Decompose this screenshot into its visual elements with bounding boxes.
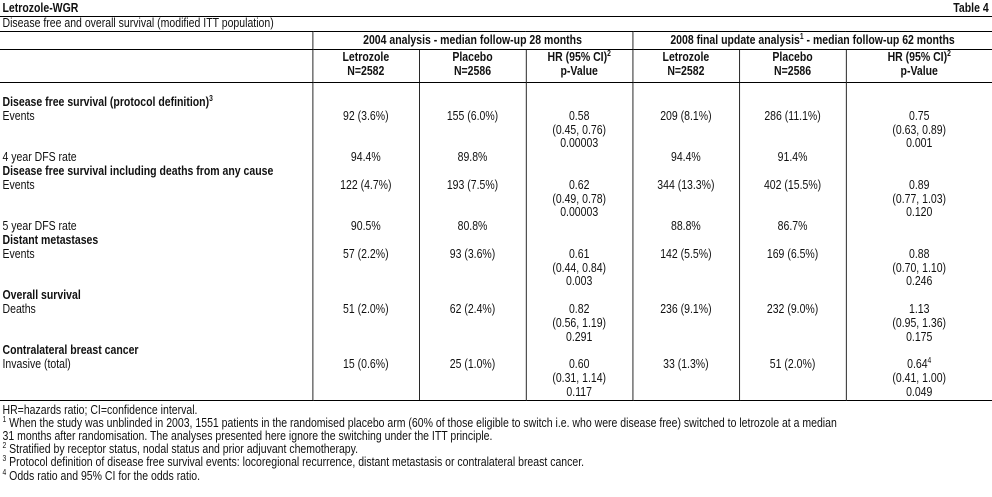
- col-placebo-2004: Placebo N=2586: [418, 49, 526, 83]
- document-title: Letrozole-WGR: [2, 1, 79, 15]
- section-dfs: Disease free survival (protocol definiti…: [0, 94, 992, 110]
- table-label: Table 4: [953, 1, 989, 15]
- table-row: Events 57 (2.2%) 93 (3.6%) 0.61 (0.44, 0.…: [0, 247, 992, 290]
- group-2004-header: 2004 analysis - median follow-up 28 mont…: [312, 31, 633, 50]
- table-row: Events 122 (4.7%) 193 (7.5%) 0.62 (0.49, …: [0, 178, 992, 221]
- table-row: 4 year DFS rate 94.4% 89.8% 94.4% 91.4%: [0, 150, 992, 165]
- col-letrozole-2008: Letrozole N=2582: [632, 49, 740, 83]
- col-hr-2004: HR (95% CI)2 p-Value: [525, 49, 633, 83]
- survival-table: 2004 analysis - median follow-up 28 mont…: [0, 31, 992, 401]
- table-row: Invasive (total) 15 (0.6%) 25 (1.0%) 0.6…: [0, 356, 992, 401]
- section-contralateral-breast-cancer: Contralateral breast cancer: [0, 344, 992, 359]
- footnotes: HR=hazards ratio; CI=confidence interval…: [0, 401, 992, 483]
- group-header-row: 2004 analysis - median follow-up 28 mont…: [0, 31, 992, 50]
- table-header: Letrozole-WGR Table 4: [0, 0, 992, 16]
- table-row: Events 92 (3.6%) 155 (6.0%) 0.58 (0.45, 0…: [0, 109, 992, 152]
- footnote-abbreviations: HR=hazards ratio; CI=confidence interval…: [2, 402, 198, 417]
- table-row: Deaths 51 (2.0%) 62 (2.4%) 0.82 (0.56, 1.…: [0, 302, 992, 345]
- column-header-row: Letrozole N=2582 Placebo N=2586 HR (95% CI…: [0, 49, 992, 83]
- footnote-1: 1 When the study was unblinded in 2003, …: [2, 414, 837, 430]
- footnote-4: 4 Odds ratio and 95% CI for the odds rat…: [2, 467, 201, 483]
- table-subtitle: Disease free and overall survival (modif…: [0, 16, 992, 31]
- footnote-1-continued: 31 months after randomisation. The analy…: [2, 428, 493, 443]
- section-distant-metastases: Distant metastases: [0, 233, 992, 248]
- table-row: 5 year DFS rate 90.5% 80.8% 88.8% 86.7%: [0, 219, 992, 234]
- table-document: Letrozole-WGR Table 4 Disease free and o…: [0, 0, 992, 483]
- col-letrozole-2004: Letrozole N=2582: [312, 49, 420, 83]
- section-dfs-any-cause: Disease free survival including deaths f…: [0, 164, 992, 179]
- section-overall-survival: Overall survival: [0, 288, 992, 303]
- footnote-2: 2 Stratified by receptor status, nodal s…: [2, 440, 359, 457]
- group-2008-header: 2008 final update analysis1 - median fol…: [632, 31, 992, 50]
- footnote-3: 3 Protocol definition of disease free su…: [2, 454, 585, 470]
- col-placebo-2008: Placebo N=2586: [738, 49, 846, 83]
- col-hr-2008: HR (95% CI)2 p-Value: [845, 49, 992, 83]
